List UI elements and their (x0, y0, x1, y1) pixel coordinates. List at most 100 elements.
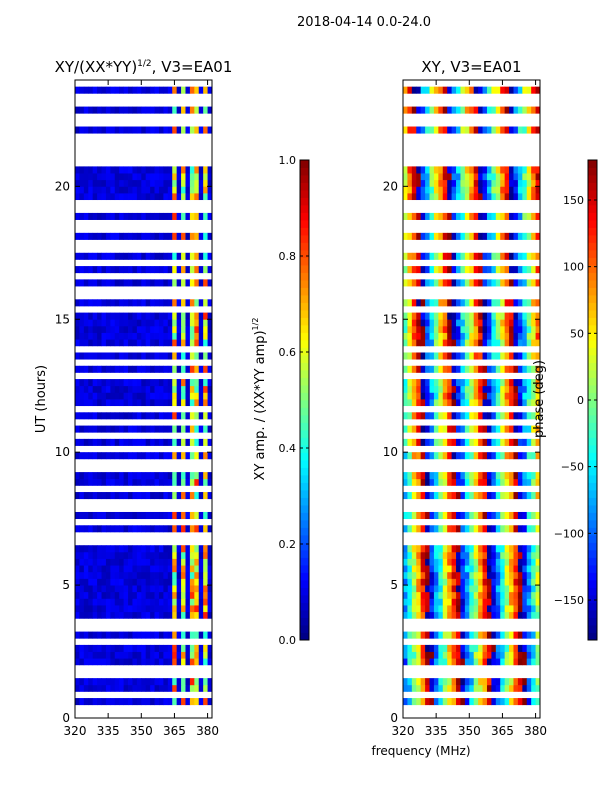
heatmap-cell (517, 492, 523, 500)
heatmap-cell (150, 106, 155, 114)
heatmap-cell (407, 551, 413, 559)
heatmap-cell (75, 651, 80, 659)
heatmap-cell (425, 558, 430, 566)
heatmap-cell (429, 611, 435, 619)
heatmap-cell (163, 631, 169, 639)
heatmap-cell (189, 166, 195, 174)
colorbar-segment (300, 565, 309, 573)
heatmap-cell (158, 578, 164, 586)
heatmap-cell (416, 319, 422, 327)
heatmap-cell (535, 658, 541, 666)
heatmap-cell (150, 332, 155, 340)
heatmap-cell (105, 452, 111, 460)
heatmap-cell (105, 339, 111, 347)
heatmap-cell (119, 678, 125, 686)
heatmap-cell (456, 578, 461, 586)
heatmap-cell (535, 565, 541, 573)
heatmap-cell (411, 392, 417, 400)
heatmap-cell (522, 365, 528, 373)
heatmap-cell (198, 212, 204, 220)
heatmap-cell (136, 166, 142, 174)
heatmap-cell (83, 339, 89, 347)
heatmap-cell (167, 392, 173, 400)
heatmap-cell (438, 412, 444, 420)
heatmap-cell (198, 392, 204, 400)
heatmap-cell (509, 472, 514, 480)
heatmap-cell (105, 605, 111, 613)
heatmap-cell (185, 352, 191, 360)
heatmap-cell (136, 379, 142, 387)
heatmap-cell (429, 279, 435, 287)
heatmap-cell (403, 598, 408, 606)
heatmap-cell (154, 312, 160, 320)
heatmap-cell (469, 106, 475, 114)
heatmap-cell (198, 325, 204, 333)
heatmap-cell (429, 545, 435, 553)
colorbar-segment (300, 512, 309, 521)
heatmap-cell (194, 106, 200, 114)
heatmap-cell (136, 425, 142, 433)
heatmap-cell (154, 585, 160, 593)
heatmap-cell (194, 644, 200, 652)
x-tick-label: 350 (458, 724, 481, 738)
heatmap-cell (522, 412, 528, 420)
heatmap-cell (123, 578, 129, 586)
heatmap-cell (429, 412, 435, 420)
heatmap-cell (500, 605, 506, 613)
heatmap-cell (172, 279, 178, 287)
heatmap-cell (158, 86, 164, 94)
heatmap-cell (123, 511, 129, 520)
heatmap-cell (141, 299, 147, 307)
heatmap-cell (491, 252, 497, 260)
heatmap-cell (478, 86, 483, 94)
heatmap-cell (132, 684, 138, 692)
heatmap-cell (181, 585, 186, 593)
heatmap-cell (185, 212, 191, 220)
colorbar-segment (300, 257, 309, 266)
heatmap-cell (145, 578, 151, 586)
heatmap-cell (442, 698, 448, 706)
heatmap-cell (150, 412, 155, 420)
heatmap-cell (403, 339, 408, 347)
heatmap-cell (207, 339, 213, 347)
heatmap-cell (517, 232, 523, 240)
heatmap-cell (411, 232, 417, 240)
heatmap-cell (75, 438, 80, 446)
heatmap-cell (207, 545, 213, 553)
heatmap-cell (411, 212, 417, 220)
heatmap-cell (110, 166, 116, 174)
heatmap-cell (473, 578, 479, 586)
heatmap-cell (403, 399, 408, 407)
heatmap-cell (451, 173, 457, 181)
heatmap-cell (128, 186, 133, 194)
heatmap-cell (119, 438, 125, 446)
heatmap-cell (105, 551, 111, 559)
heatmap-cell (79, 332, 85, 340)
heatmap-cell (97, 392, 102, 400)
heatmap-cell (442, 299, 448, 307)
heatmap-cell (456, 438, 461, 446)
heatmap-cell (433, 312, 439, 320)
heatmap-cell (132, 644, 138, 652)
heatmap-cell (433, 179, 439, 187)
heatmap-cell (189, 319, 195, 327)
heatmap-cell (517, 126, 523, 134)
heatmap-cell (101, 352, 107, 360)
heatmap-cell (114, 651, 120, 659)
heatmap-cell (114, 325, 120, 333)
heatmap-cell (207, 565, 213, 573)
heatmap-cell (167, 266, 173, 274)
heatmap-cell (150, 126, 155, 134)
heatmap-cell (181, 212, 186, 220)
heatmap-cell (88, 605, 94, 613)
heatmap-cell (181, 571, 186, 579)
heatmap-cell (509, 392, 514, 400)
heatmap-cell (464, 611, 470, 619)
heatmap-cell (495, 385, 501, 393)
heatmap-cell (447, 558, 453, 566)
heatmap-cell (119, 266, 125, 274)
heatmap-cell (79, 605, 85, 613)
heatmap-cell (105, 279, 111, 287)
heatmap-cell (207, 585, 213, 593)
heatmap-cell (105, 565, 111, 573)
